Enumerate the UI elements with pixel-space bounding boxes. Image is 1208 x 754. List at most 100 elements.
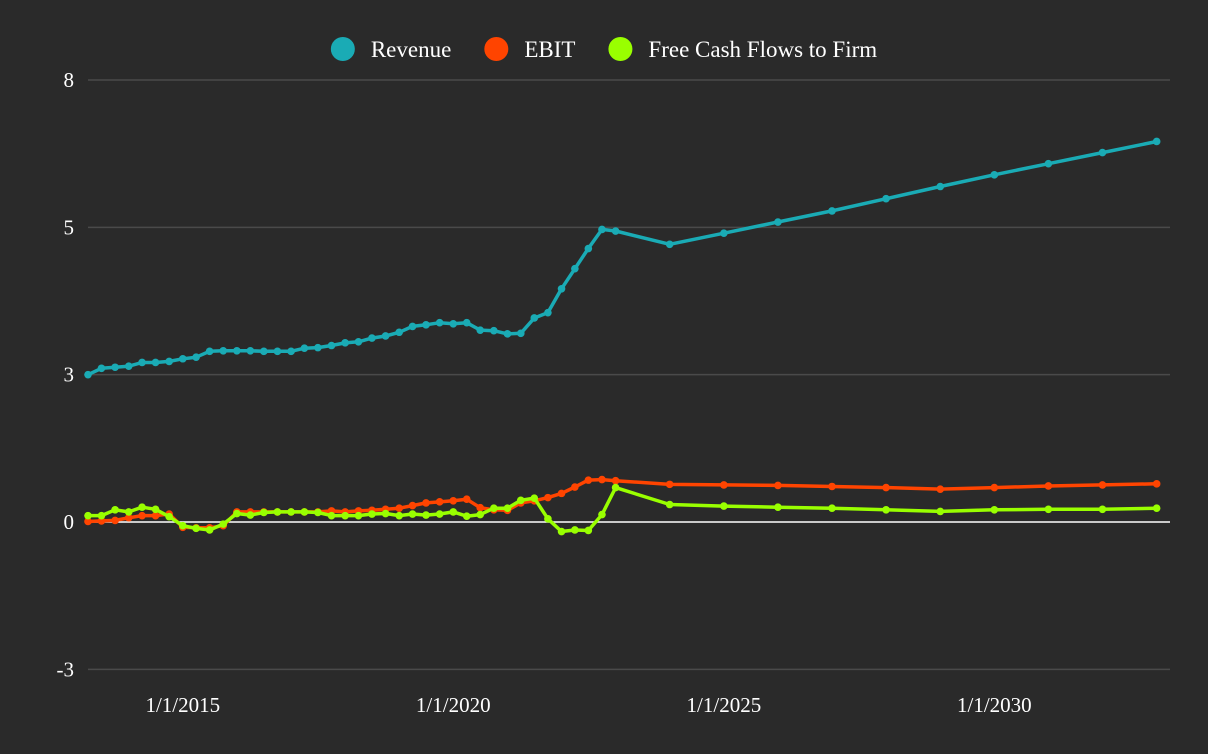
data-point[interactable] [111,506,119,514]
data-point[interactable] [544,493,552,502]
data-point[interactable] [205,347,214,356]
data-point[interactable] [449,319,458,328]
data-point[interactable] [990,506,999,514]
data-point[interactable] [341,511,349,520]
data-point[interactable] [327,341,336,350]
data-point[interactable] [111,363,119,372]
data-point[interactable] [720,229,728,237]
data-point[interactable] [260,508,268,517]
data-point[interactable] [124,513,133,522]
data-point[interactable] [219,520,228,528]
data-point[interactable] [1098,505,1107,514]
data-point[interactable] [882,483,890,492]
data-point[interactable] [1152,480,1161,488]
data-point[interactable] [517,329,525,338]
data-point[interactable] [462,318,471,327]
data-point[interactable] [260,347,268,356]
data-point[interactable] [571,483,579,491]
data-point[interactable] [720,502,728,510]
data-point[interactable] [300,508,309,516]
data-point[interactable] [178,521,187,530]
data-point[interactable] [584,244,593,253]
data-point[interactable] [97,517,106,525]
data-point[interactable] [84,517,92,526]
data-point[interactable] [936,485,945,493]
data-point[interactable] [990,171,999,179]
data-point[interactable] [557,527,566,536]
data-point[interactable] [435,510,444,518]
legend-item-0[interactable]: Revenue [330,37,451,62]
data-point[interactable] [124,508,133,516]
data-point[interactable] [882,194,890,203]
data-point[interactable] [314,508,322,517]
data-point[interactable] [287,508,295,516]
data-point[interactable] [233,509,241,518]
data-point[interactable] [557,285,566,293]
data-point[interactable] [246,511,255,519]
data-point[interactable] [287,347,295,356]
data-point[interactable] [354,338,363,346]
data-point[interactable] [462,512,471,520]
data-point[interactable] [246,347,255,355]
data-point[interactable] [192,353,200,361]
data-point[interactable] [368,334,376,342]
data-point[interactable] [720,481,728,489]
data-point[interactable] [408,322,417,331]
data-point[interactable] [408,510,417,518]
data-point[interactable] [151,358,160,367]
data-point[interactable] [598,475,606,484]
data-point[interactable] [774,481,782,490]
data-point[interactable] [314,343,322,352]
data-point[interactable] [990,483,999,492]
data-point[interactable] [165,512,173,521]
data-point[interactable] [138,503,146,511]
data-point[interactable] [544,515,552,523]
data-point[interactable] [1044,482,1053,490]
data-point[interactable] [1152,137,1161,146]
data-point[interactable] [422,321,430,329]
data-point[interactable] [1152,504,1161,513]
data-point[interactable] [138,511,146,520]
data-point[interactable] [882,506,890,514]
data-point[interactable] [435,498,444,506]
data-point[interactable] [1098,481,1107,489]
data-point[interactable] [1098,148,1107,157]
data-point[interactable] [192,524,200,533]
data-point[interactable] [354,511,363,520]
data-point[interactable] [368,510,376,518]
data-point[interactable] [476,503,485,512]
data-point[interactable] [138,358,146,367]
data-point[interactable] [517,496,525,505]
data-point[interactable] [449,508,458,516]
data-point[interactable] [205,526,214,534]
legend-item-1[interactable]: EBIT [484,37,575,62]
data-point[interactable] [1044,505,1053,514]
data-point[interactable] [381,332,390,340]
data-point[interactable] [557,489,566,498]
data-point[interactable] [151,505,160,514]
data-point[interactable] [435,318,444,327]
data-point[interactable] [828,482,836,491]
data-point[interactable] [165,357,173,366]
data-point[interactable] [936,507,945,516]
data-point[interactable] [774,503,782,511]
data-point[interactable] [408,501,417,510]
data-point[interactable] [530,314,539,322]
data-point[interactable] [665,240,674,249]
data-point[interactable] [273,508,282,516]
data-point[interactable] [584,526,593,535]
data-point[interactable] [178,354,187,363]
data-point[interactable] [584,476,593,484]
data-point[interactable] [476,326,485,334]
data-point[interactable] [381,509,390,518]
data-point[interactable] [1044,159,1053,168]
data-point[interactable] [503,330,512,338]
data-point[interactable] [462,495,471,504]
data-point[interactable] [544,308,552,317]
data-point[interactable] [124,362,133,370]
data-point[interactable] [395,511,403,520]
data-point[interactable] [571,526,579,534]
data-point[interactable] [611,483,620,492]
data-point[interactable] [327,511,336,520]
data-point[interactable] [598,225,606,234]
